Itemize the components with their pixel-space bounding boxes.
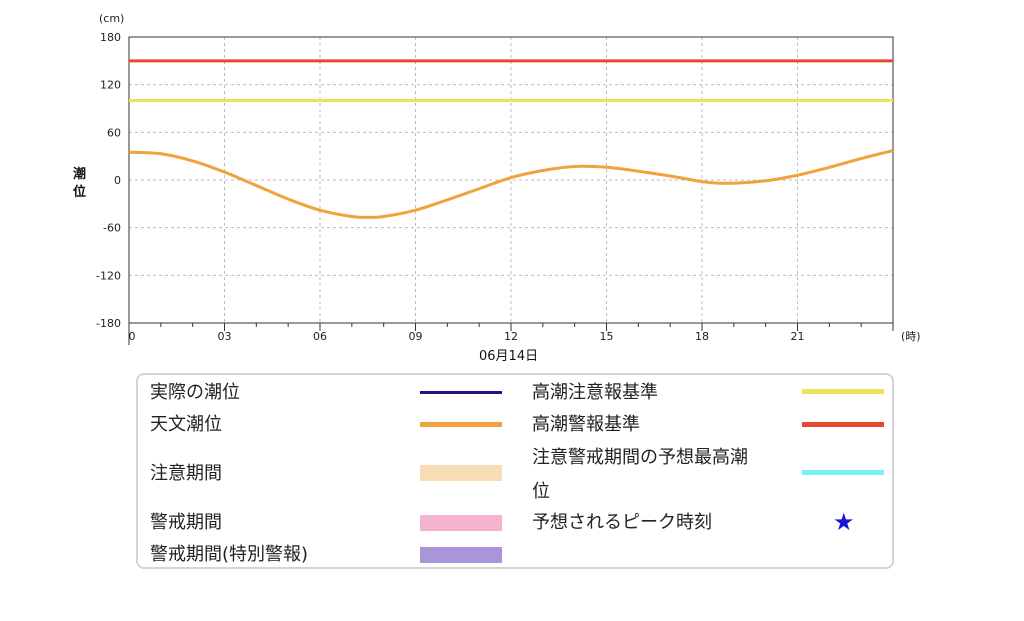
x-tick-label: 18 [695,330,709,343]
reference-lines [129,59,893,103]
y-tick-label: 60 [107,126,121,139]
legend-label-line-2: 位 [532,481,550,502]
y-axis-label-char-2: 位 [73,184,86,200]
x-tick-label: 21 [791,330,805,343]
legend-swatch-line [802,470,884,475]
y-axis-label-char-1: 潮 [73,166,86,182]
tide-chart: 180 120 60 0 -60 -120 -180 0 03 06 09 12 15 18 21 (cm)… [73,12,921,364]
legend-label: 警戒期間(特別警報) [150,544,309,565]
legend-label: 予想されるピーク時刻 [532,512,712,533]
legend-label: 天文潮位 [150,414,222,435]
y-tick-label: -120 [96,269,121,282]
y-unit-label: (cm) [99,12,124,25]
star-icon: ★ [833,508,855,536]
series-line-astronomical-tide [128,149,894,219]
legend-label: 注意期間 [150,463,222,484]
legend-swatch-box [420,465,502,481]
legend-label-line-1: 注意警戒期間の予想最高潮 [532,447,748,468]
legend-label: 高潮注意報基準 [532,382,658,403]
y-tick-label: -180 [96,317,121,330]
x-tick-label: 15 [600,330,614,343]
legend-swatch-line [802,389,884,394]
y-tick-label: 180 [100,31,121,44]
plot-frame [128,36,894,324]
x-tick-label: 0 [129,330,136,343]
x-unit-label: (時) [901,330,921,343]
legend: 実際の潮位 天文潮位 注意期間 警戒期間 警戒期間(特別警報) 高潮注意報基準 … [136,373,894,569]
y-tick-label: 0 [114,174,121,187]
x-tick-label: 09 [409,330,423,343]
y-tick-label: -60 [103,222,121,235]
x-tick-label: 03 [218,330,232,343]
legend-swatch-line [420,391,502,394]
legend-label: 高潮警報基準 [532,414,640,435]
series-lines [128,149,894,219]
date-label: 06月14日 [479,349,538,364]
y-tick-label: 120 [100,79,121,92]
axis-labels: 180 120 60 0 -60 -120 -180 0 03 06 09 12 15 18 21 [96,31,804,343]
x-tick-label: 12 [504,330,518,343]
legend-swatch-box [420,547,502,563]
x-tick-label: 06 [313,330,327,343]
chart-axes [128,36,894,345]
legend-label: 実際の潮位 [150,382,240,403]
legend-label: 警戒期間 [150,512,222,533]
legend-swatch-line [802,422,884,427]
legend-swatch-line [420,422,502,427]
legend-swatch-box [420,515,502,531]
